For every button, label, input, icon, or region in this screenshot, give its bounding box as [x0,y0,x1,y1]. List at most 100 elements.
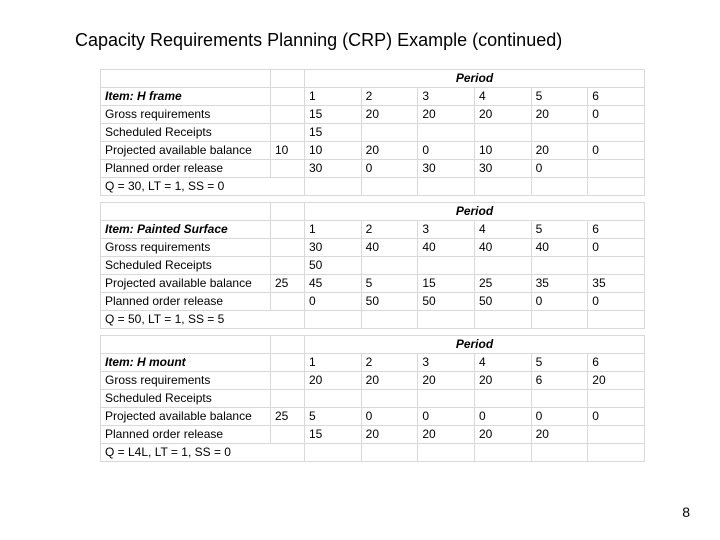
row-label: Scheduled Receipts [101,390,271,408]
data-cell [418,257,475,275]
period-number: 3 [418,221,475,239]
data-cell [588,160,645,178]
blank-cell [418,178,475,196]
period-number: 6 [588,221,645,239]
blank-cell [271,354,305,372]
period-number: 6 [588,354,645,372]
blank-cell [474,311,531,329]
data-cell: 20 [531,142,588,160]
blank-cell [271,221,305,239]
data-cell: 5 [361,275,418,293]
blank-cell [305,178,362,196]
blank-cell [531,311,588,329]
data-cell: 0 [418,408,475,426]
blank-cell [271,88,305,106]
initial-value [271,426,305,444]
data-cell: 25 [474,275,531,293]
period-header: Period [305,70,645,88]
data-cell: 20 [361,372,418,390]
data-cell [531,390,588,408]
initial-value: 25 [271,275,305,293]
period-number: 1 [305,88,362,106]
blank-cell [474,444,531,462]
initial-value [271,239,305,257]
row-label: Scheduled Receipts [101,257,271,275]
blank-cell [305,311,362,329]
data-cell: 35 [588,275,645,293]
data-cell: 0 [531,293,588,311]
lot-sizing-rule: Q = 30, LT = 1, SS = 0 [101,178,305,196]
slide-title: Capacity Requirements Planning (CRP) Exa… [0,0,720,51]
data-cell: 0 [305,293,362,311]
page-number: 8 [682,504,690,520]
blank-cell [588,444,645,462]
row-label: Gross requirements [101,239,271,257]
initial-value [271,106,305,124]
row-label: Planned order release [101,160,271,178]
blank-cell [588,178,645,196]
data-cell: 40 [531,239,588,257]
data-cell: 20 [474,372,531,390]
data-cell: 0 [588,106,645,124]
row-label: Scheduled Receipts [101,124,271,142]
blank-cell [588,311,645,329]
data-cell: 40 [474,239,531,257]
period-number: 5 [531,221,588,239]
blank-cell [271,70,305,88]
data-cell: 20 [474,106,531,124]
data-cell [361,257,418,275]
initial-value: 25 [271,408,305,426]
data-cell: 0 [588,239,645,257]
row-label: Planned order release [101,426,271,444]
data-cell [531,124,588,142]
data-cell [474,124,531,142]
period-number: 4 [474,88,531,106]
blank-cell [305,444,362,462]
data-cell [474,257,531,275]
data-cell: 0 [474,408,531,426]
data-cell: 0 [418,142,475,160]
initial-value [271,372,305,390]
blank-cell [418,444,475,462]
data-cell [361,390,418,408]
data-cell [588,390,645,408]
initial-value [271,390,305,408]
data-cell: 15 [305,426,362,444]
data-cell: 30 [418,160,475,178]
data-cell: 20 [361,426,418,444]
data-cell: 6 [531,372,588,390]
initial-value [271,257,305,275]
mrp-table: PeriodItem: H mount123456Gross requireme… [100,335,645,462]
data-cell: 0 [588,293,645,311]
data-cell: 15 [418,275,475,293]
period-number: 4 [474,354,531,372]
data-cell: 50 [418,293,475,311]
data-cell [361,124,418,142]
period-number: 2 [361,354,418,372]
blank-cell [101,203,271,221]
data-cell: 40 [361,239,418,257]
period-number: 2 [361,221,418,239]
row-label: Gross requirements [101,372,271,390]
data-cell: 20 [305,372,362,390]
period-number: 5 [531,88,588,106]
data-cell: 20 [418,372,475,390]
row-label: Gross requirements [101,106,271,124]
data-cell: 0 [588,142,645,160]
lot-sizing-rule: Q = 50, LT = 1, SS = 5 [101,311,305,329]
data-cell: 50 [361,293,418,311]
period-number: 3 [418,354,475,372]
period-number: 2 [361,88,418,106]
blank-cell [271,336,305,354]
blank-cell [361,178,418,196]
data-cell: 30 [305,160,362,178]
row-label: Projected available balance [101,142,271,160]
data-cell: 20 [361,106,418,124]
blank-cell [361,444,418,462]
blank-cell [531,444,588,462]
data-cell [531,257,588,275]
tables-container: PeriodItem: H frame123456Gross requireme… [0,51,720,462]
blank-cell [101,336,271,354]
data-cell: 40 [418,239,475,257]
data-cell [305,390,362,408]
